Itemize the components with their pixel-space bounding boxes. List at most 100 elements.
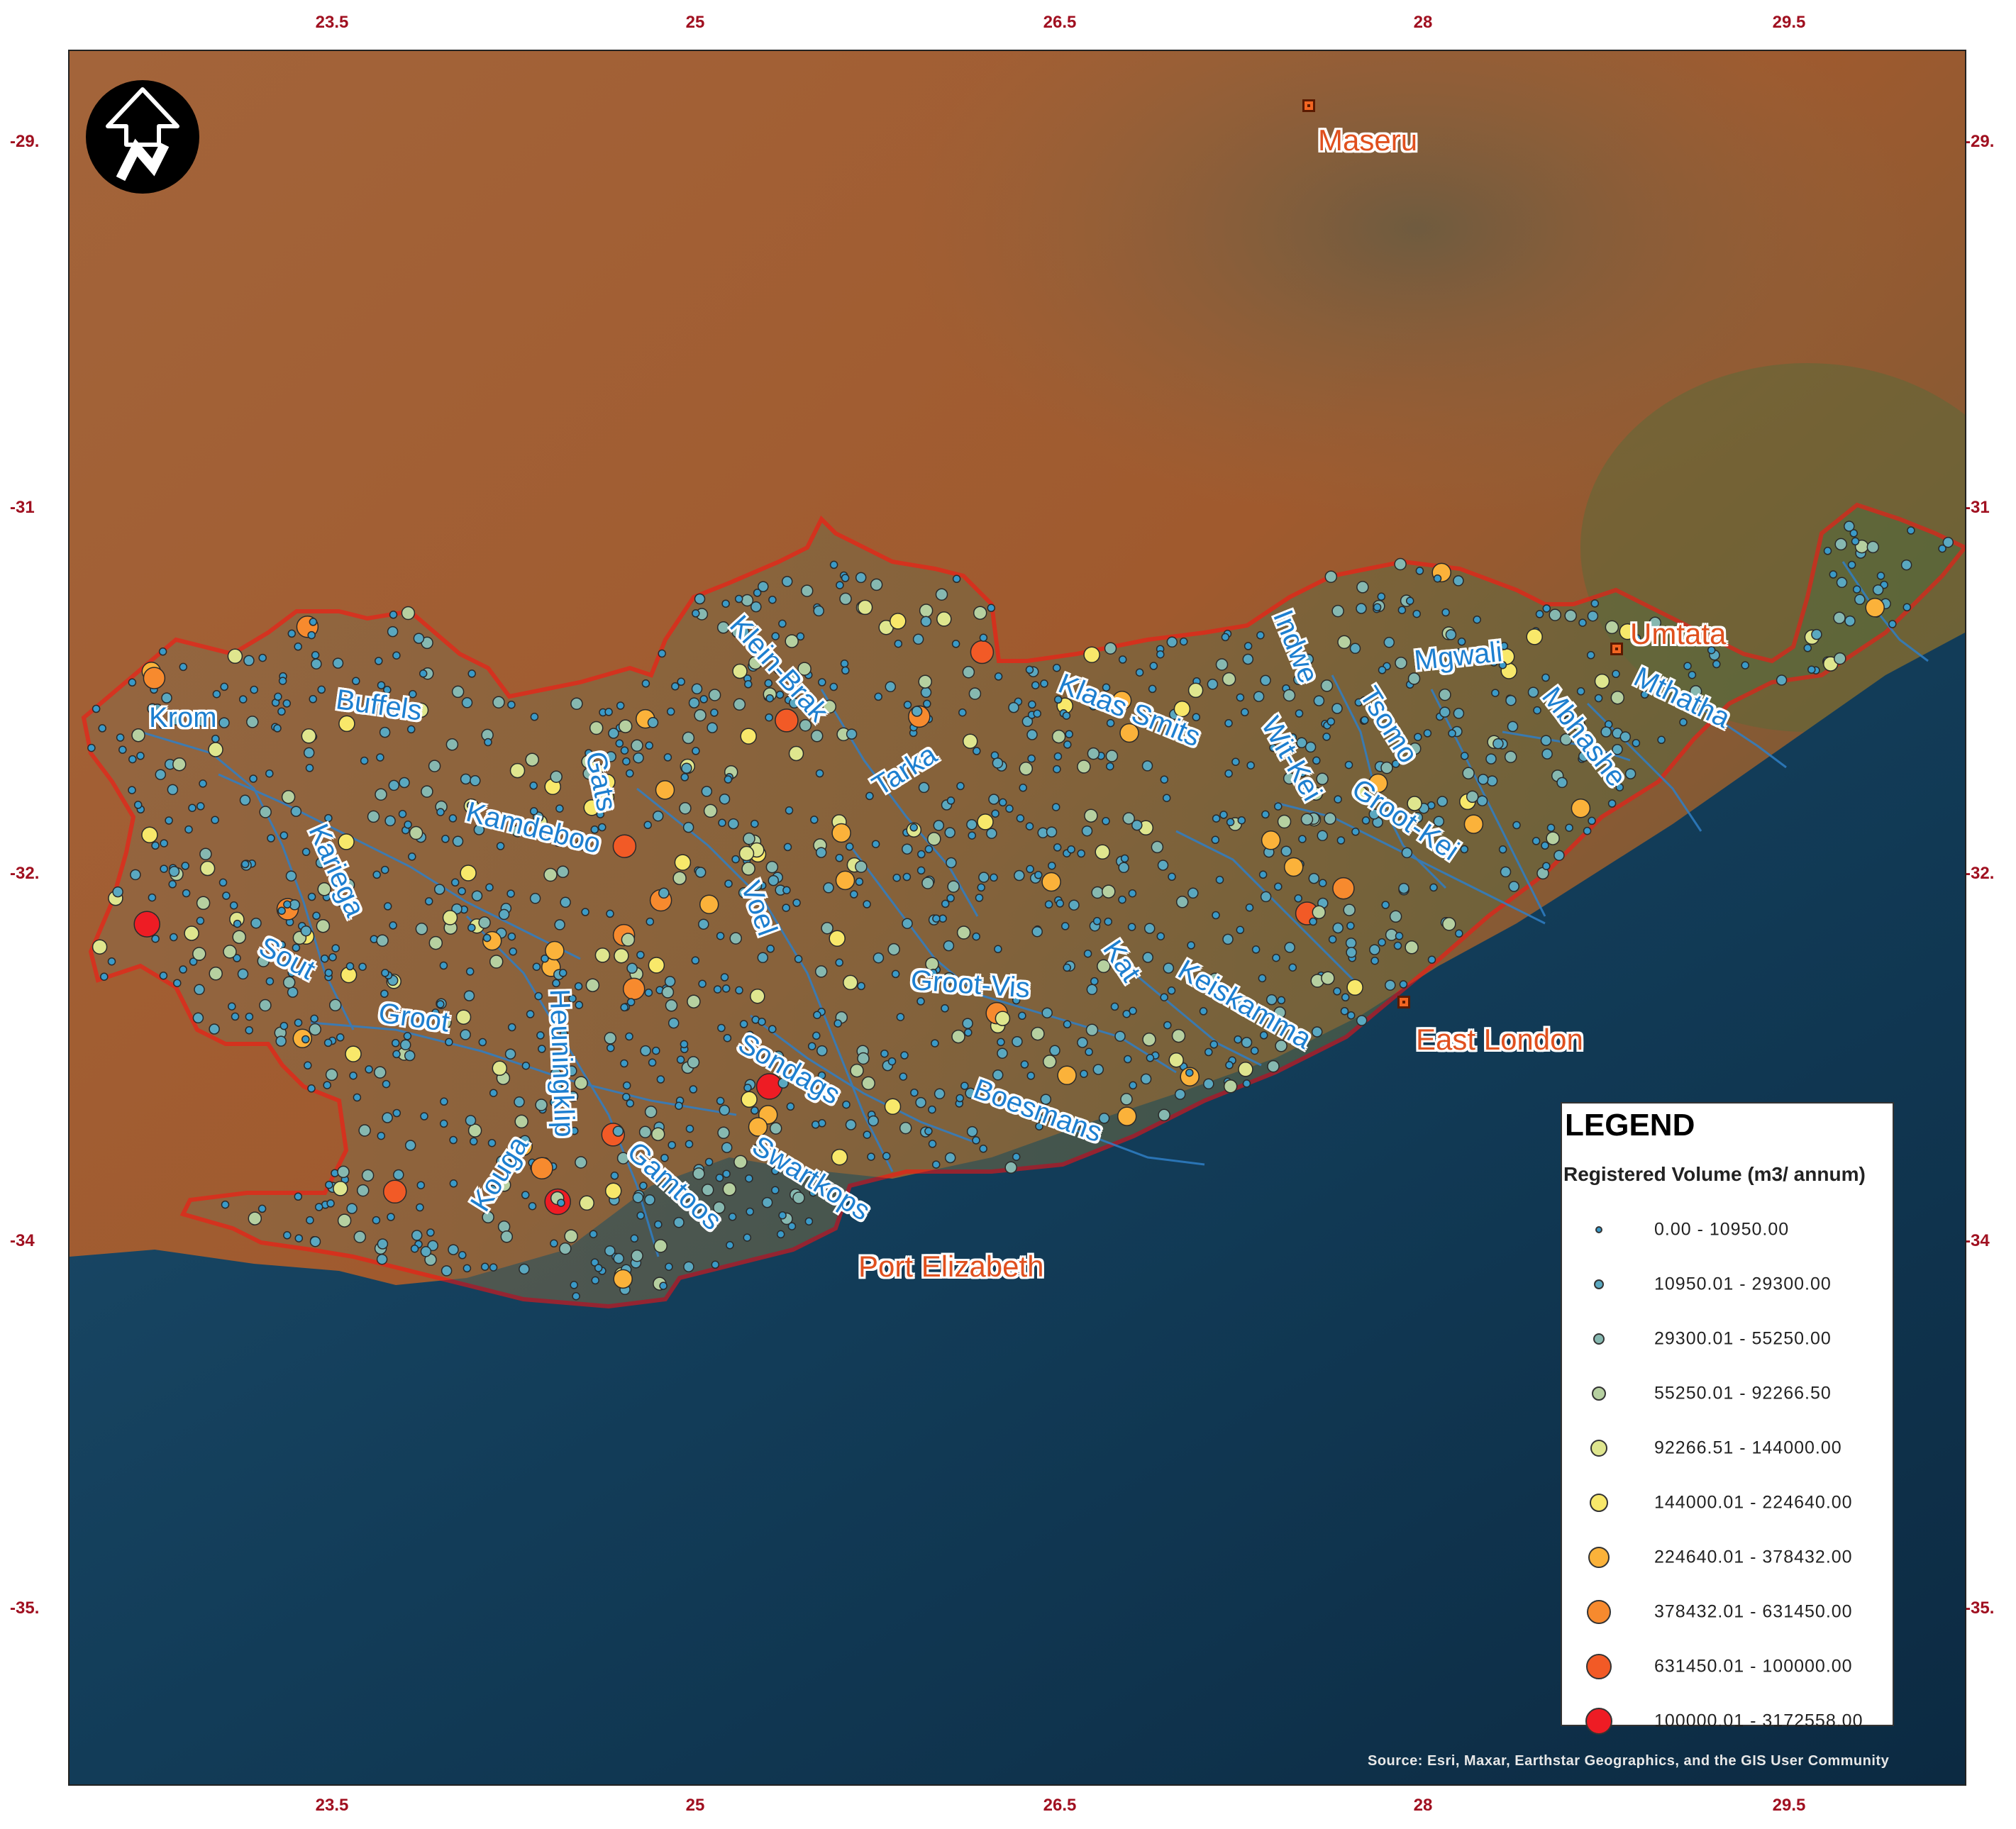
- abstraction-point: [401, 606, 416, 621]
- abstraction-point: [839, 592, 852, 606]
- abstraction-point: [550, 1239, 558, 1248]
- abstraction-point: [1283, 772, 1296, 785]
- abstraction-point: [314, 1203, 323, 1211]
- abstraction-point: [1041, 1007, 1053, 1018]
- abstraction-point: [317, 882, 331, 896]
- abstraction-point: [466, 801, 475, 810]
- abstraction-point: [451, 685, 465, 699]
- abstraction-point: [919, 604, 934, 618]
- city-marker-umtata: [1610, 643, 1623, 655]
- abstraction-point: [1187, 887, 1199, 899]
- abstraction-point: [944, 1152, 956, 1164]
- abstraction-point: [734, 594, 743, 604]
- abstraction-point: [155, 769, 167, 780]
- abstraction-point: [1345, 937, 1357, 949]
- abstraction-point: [977, 813, 994, 830]
- abstraction-point: [325, 1180, 333, 1189]
- abstraction-point: [1085, 1023, 1099, 1036]
- abstraction-point: [240, 860, 250, 869]
- satellite-map[interactable]: [70, 51, 1965, 1784]
- abstraction-point: [723, 1033, 732, 1043]
- abstraction-point: [768, 1025, 777, 1033]
- abstraction-point: [788, 745, 804, 762]
- axis-label-left-2: -31: [10, 498, 35, 517]
- abstraction-point: [1089, 702, 1098, 711]
- abstraction-point: [452, 835, 464, 847]
- abstraction-point: [815, 769, 824, 778]
- legend-row: 100000.01 - 3172558.00: [1562, 1700, 1895, 1742]
- abstraction-point: [850, 1063, 864, 1078]
- abstraction-point: [141, 826, 158, 844]
- abstraction-point: [1594, 673, 1610, 689]
- abstraction-point: [1370, 956, 1379, 965]
- abstraction-point: [631, 1250, 643, 1262]
- abstraction-point: [923, 699, 931, 708]
- abstraction-point: [979, 633, 988, 642]
- abstraction-point: [409, 689, 417, 699]
- axis-label-top-3: 26.5: [1043, 13, 1077, 32]
- abstraction-point: [1504, 750, 1517, 764]
- abstraction-point: [1026, 729, 1038, 740]
- abstraction-point: [717, 1126, 730, 1140]
- abstraction-point: [604, 1032, 617, 1045]
- abstraction-point: [529, 893, 541, 904]
- abstraction-point: [1245, 904, 1254, 912]
- abstraction-point: [1180, 967, 1188, 976]
- abstraction-point: [221, 1200, 230, 1209]
- abstraction-point: [850, 890, 858, 899]
- abstraction-point: [1309, 786, 1323, 801]
- legend-row: 10950.01 - 29300.00: [1562, 1263, 1895, 1306]
- abstraction-point: [631, 739, 643, 752]
- abstraction-point: [1051, 803, 1060, 811]
- abstraction-point: [1453, 575, 1464, 586]
- river-label-krom: Krom: [149, 702, 217, 733]
- abstraction-point: [384, 815, 396, 827]
- abstraction-point: [487, 1138, 497, 1147]
- abstraction-point: [721, 984, 731, 993]
- abstraction-point: [182, 889, 191, 898]
- abstraction-point: [899, 1072, 908, 1081]
- abstraction-point: [1211, 835, 1220, 845]
- abstraction-point: [1312, 905, 1327, 920]
- abstraction-point: [680, 1040, 689, 1049]
- abstraction-point: [361, 1169, 375, 1182]
- abstraction-point: [404, 821, 412, 829]
- abstraction-point: [1542, 604, 1551, 613]
- abstraction-point: [888, 780, 897, 789]
- abstraction-point: [1025, 822, 1034, 830]
- abstraction-point: [1242, 653, 1254, 665]
- abstraction-point: [717, 1023, 726, 1033]
- city-marker-east-london: [1397, 996, 1410, 1008]
- abstraction-point: [1048, 861, 1056, 870]
- abstraction-point: [1571, 798, 1591, 818]
- abstraction-point: [698, 918, 709, 930]
- abstraction-point: [1187, 682, 1204, 699]
- abstraction-point: [1412, 811, 1424, 823]
- abstraction-point: [741, 1091, 758, 1108]
- abstraction-point: [916, 997, 925, 1006]
- abstraction-point: [958, 708, 967, 717]
- map-frame[interactable]: Krom Buffels Gats Klein-Brak Tarka Klaas…: [68, 50, 1966, 1786]
- abstraction-point: [902, 872, 912, 882]
- abstraction-point: [1389, 910, 1402, 923]
- abstraction-point: [98, 724, 106, 733]
- abstraction-point: [1378, 938, 1386, 947]
- abstraction-point: [933, 820, 945, 831]
- abstraction-point: [294, 1234, 304, 1243]
- abstraction-point: [1260, 674, 1271, 686]
- abstraction-point: [931, 1160, 941, 1169]
- abstraction-point: [1689, 685, 1702, 698]
- abstraction-point: [196, 802, 205, 811]
- abstraction-point: [1439, 688, 1451, 701]
- abstraction-point: [836, 581, 844, 589]
- abstraction-point: [575, 839, 587, 851]
- abstraction-point: [1092, 1064, 1104, 1075]
- abstraction-point: [975, 894, 984, 902]
- abstraction-point: [1223, 1079, 1238, 1094]
- abstraction-point: [1296, 782, 1305, 791]
- river-line: [636, 787, 894, 1172]
- axis-label-bottom-5: 29.5: [1772, 1796, 1806, 1815]
- abstraction-point: [301, 1035, 310, 1044]
- abstraction-point: [1035, 1122, 1043, 1130]
- abstraction-point: [814, 965, 828, 978]
